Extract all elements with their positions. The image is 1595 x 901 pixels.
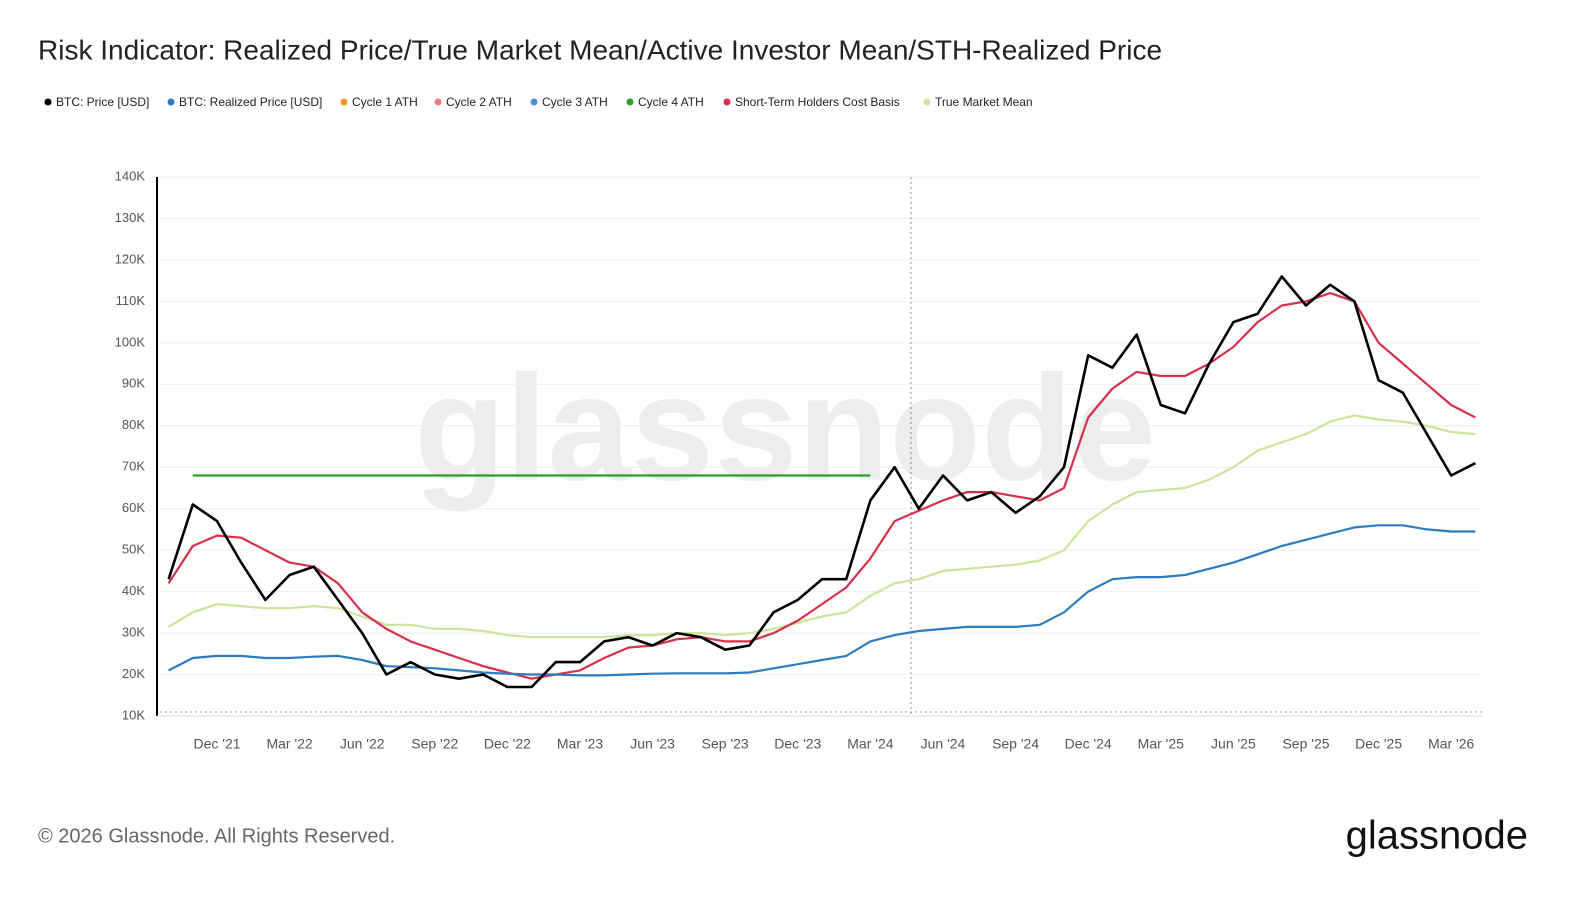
logo: glassnode	[1346, 814, 1528, 858]
legend-label: Short-Term Holders Cost Basis	[735, 95, 900, 109]
x-tick-label: Sep '23	[702, 736, 749, 752]
series-line	[167, 275, 1476, 689]
chart-title: Risk Indicator: Realized Price/True Mark…	[38, 34, 1162, 65]
x-tick-label: Jun '24	[921, 736, 966, 752]
y-tick-label: 140K	[115, 168, 146, 183]
legend: BTC: Price [USD] BTC: Realized Price [USD…	[44, 95, 1033, 109]
series-line	[168, 524, 1476, 677]
y-tick-label: 60K	[122, 500, 145, 515]
legend-swatch	[44, 98, 52, 106]
y-tick-label: 10K	[122, 707, 145, 722]
x-tick-label: Sep '24	[992, 736, 1039, 752]
x-tick-label: Mar '24	[847, 736, 893, 752]
y-tick-label: 90K	[122, 376, 145, 391]
legend-swatch	[340, 98, 348, 106]
legend-swatch	[434, 98, 442, 106]
legend-label: True Market Mean	[935, 95, 1033, 109]
x-tick-label: Mar '23	[557, 736, 603, 752]
grid: 10K 20K 30K 40K 50K 60K 70K 80K 90K 100K 110K 120K 1…	[115, 168, 1482, 752]
legend-label: BTC: Realized Price [USD]	[179, 95, 322, 109]
y-tick-label: 80K	[122, 417, 145, 432]
legend-label: Cycle 4 ATH	[638, 95, 704, 109]
x-tick-label: Sep '25	[1282, 736, 1329, 752]
x-tick-label: Jun '22	[340, 736, 385, 752]
x-tick-label: Jun '25	[1211, 736, 1256, 752]
y-tick-label: 120K	[115, 251, 146, 266]
legend-label: Cycle 2 ATH	[446, 95, 512, 109]
watermark: glassnode	[414, 344, 1156, 512]
x-tick-label: Dec '22	[484, 736, 531, 752]
x-tick-label: Mar '26	[1428, 736, 1474, 752]
series-line	[167, 292, 1476, 680]
x-tick-label: Dec '21	[193, 736, 240, 752]
y-tick-label: 70K	[122, 459, 145, 474]
footer: © 2026 Glassnode. All Rights Reserved.	[38, 825, 395, 847]
y-tick-label: 100K	[115, 334, 146, 349]
y-tick-label: 20K	[122, 666, 145, 681]
x-tick-label: Dec '25	[1355, 736, 1402, 752]
legend-swatch	[626, 98, 634, 106]
y-tick-label: 50K	[122, 542, 145, 557]
y-tick-label: 110K	[116, 293, 146, 308]
x-tick-label: Dec '23	[774, 736, 821, 752]
legend-label: Cycle 1 ATH	[352, 95, 418, 109]
y-tick-label: 40K	[122, 583, 145, 598]
x-tick-label: Dec '24	[1065, 736, 1112, 752]
series-line	[168, 414, 1476, 639]
legend-swatch	[923, 98, 931, 106]
legend-swatch	[723, 98, 731, 106]
legend-label: Cycle 3 ATH	[542, 95, 608, 109]
x-tick-label: Mar '25	[1138, 736, 1184, 752]
y-tick-label: 30K	[122, 625, 145, 640]
legend-swatch	[167, 98, 175, 106]
x-tick-label: Mar '22	[266, 736, 312, 752]
x-tick-label: Jun '23	[630, 736, 675, 752]
x-tick-label: Sep '22	[411, 736, 458, 752]
y-tick-label: 130K	[115, 210, 146, 225]
legend-swatch	[530, 98, 538, 106]
legend-label: BTC: Price [USD]	[56, 95, 149, 109]
series-group	[167, 275, 1476, 689]
